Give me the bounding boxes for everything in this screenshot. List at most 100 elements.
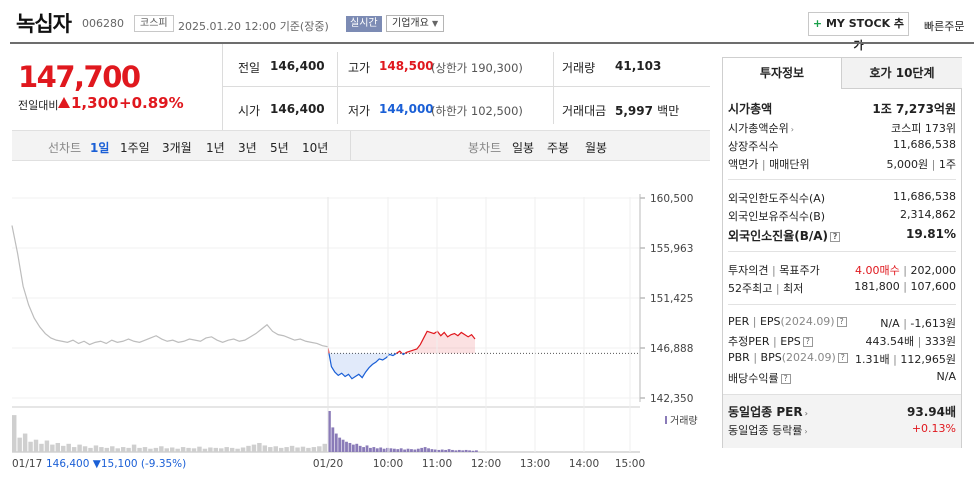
volume-bar xyxy=(300,446,306,452)
header-divider xyxy=(10,42,974,44)
help-icon[interactable]: ? xyxy=(836,317,847,327)
prev-day-line xyxy=(11,225,329,348)
period-10y[interactable]: 10년 xyxy=(302,141,329,155)
dividend-row: 배당수익률? N/A xyxy=(728,370,956,385)
volume-bar xyxy=(322,443,327,452)
volume-bar xyxy=(413,449,417,452)
volume-bar xyxy=(289,445,295,452)
foreign-ratio-row: 외국인소진율(B/A)? 19.81% xyxy=(728,227,956,243)
volume-bar xyxy=(440,449,444,452)
amount-label: 거래대금 xyxy=(562,104,607,118)
volume-bar xyxy=(447,449,451,452)
volume-bar xyxy=(399,448,403,452)
volume-bar xyxy=(468,450,471,452)
volume-bar xyxy=(433,449,437,452)
help-icon[interactable]: ? xyxy=(830,232,841,242)
tab-order-book[interactable]: 호가 10단계 xyxy=(842,58,962,89)
high-value: 148,500 xyxy=(379,59,434,73)
period-5y[interactable]: 5년 xyxy=(270,141,289,155)
volume-bar xyxy=(372,447,376,452)
volume-bar xyxy=(28,441,33,452)
volume-bar xyxy=(278,447,284,452)
volume-bar xyxy=(55,442,61,452)
industry-change-row[interactable]: 동일업종 등락률 › +0.13% xyxy=(728,422,956,437)
volume-bar xyxy=(416,448,420,452)
volume-bar xyxy=(444,449,448,452)
week52-row: 52주최고 | 최저 181,800 | 107,600 xyxy=(728,280,956,295)
volume-bar xyxy=(137,447,142,452)
x-tick-label: 14:00 xyxy=(569,458,599,470)
volume-bar xyxy=(12,415,17,452)
market-cap-rank-row[interactable]: 시가총액순위 › 코스피 173위 xyxy=(728,122,956,135)
volume-bar xyxy=(104,447,110,452)
prev-close-value: 146,400 xyxy=(270,59,325,73)
change-value: 1,300 xyxy=(71,94,119,112)
price-chart[interactable]: 160,500 155,963 151,425 146,888 142,350 거래량 01… xyxy=(0,162,712,472)
x-tick-label: 01/20 xyxy=(313,458,343,470)
volume-bar xyxy=(406,448,410,452)
today-up-line xyxy=(396,350,403,354)
candle-chart-label: 봉차트 xyxy=(468,141,502,155)
volume-bar xyxy=(427,448,430,452)
candle-monthly[interactable]: 월봉 xyxy=(585,141,608,155)
volume-bar xyxy=(295,447,300,452)
x-tick-label: 12:00 xyxy=(471,458,501,470)
opinion-row: 투자의견 | 목표주가 4.00매수 | 202,000 xyxy=(728,264,956,277)
period-1w[interactable]: 1주일 xyxy=(120,141,150,155)
divider xyxy=(728,251,956,252)
industry-per-row[interactable]: 동일업종 PER › 93.94배 xyxy=(728,405,956,419)
industry-box xyxy=(723,394,961,448)
volume-bar xyxy=(219,448,224,452)
help-icon[interactable]: ? xyxy=(802,337,813,347)
volume-bar xyxy=(61,445,66,452)
volume-bar xyxy=(159,446,164,452)
divider xyxy=(728,179,956,180)
volume-bar xyxy=(131,444,137,452)
volume-bar xyxy=(437,449,441,452)
volume-bar xyxy=(392,448,396,452)
company-overview-dropdown[interactable]: 기업개요 ▼ xyxy=(386,15,445,32)
volume-bar xyxy=(66,443,71,452)
help-icon[interactable]: ? xyxy=(837,353,848,363)
volume-bar xyxy=(71,447,77,452)
volume-bar xyxy=(355,443,359,452)
upper-limit: (상한가 190,300) xyxy=(431,61,523,75)
x-tick-label: 11:00 xyxy=(422,458,452,470)
period-1d[interactable]: 1일 xyxy=(90,141,110,155)
quick-order-link[interactable]: 빠른주문 xyxy=(924,20,965,33)
volume-bar xyxy=(420,447,424,452)
help-icon[interactable]: ? xyxy=(780,374,791,384)
volume-bar xyxy=(306,447,311,452)
tab-investment-info[interactable]: 투자정보 xyxy=(723,58,842,89)
today-up-line xyxy=(404,330,476,354)
pbr-bps-row: PBR | BPS(2024.09)? 1.31배 | 112,965원 xyxy=(728,351,956,366)
divider xyxy=(222,44,223,130)
volume-bar xyxy=(358,445,362,452)
volume-bar xyxy=(208,447,213,452)
volume-bar xyxy=(88,447,93,452)
volume-bar xyxy=(93,445,99,452)
add-my-stock-button[interactable]: + MY STOCK 추가 xyxy=(808,12,909,52)
x-tick-label: 15:00 xyxy=(615,458,645,470)
volume-bar xyxy=(423,447,427,452)
volume-bar xyxy=(126,447,131,452)
volume-bar xyxy=(148,448,153,452)
open-label: 시가 xyxy=(238,104,261,118)
volume-bar xyxy=(284,447,289,452)
divider xyxy=(350,131,351,160)
y-tick-label: 151,425 xyxy=(650,293,693,305)
period-3m[interactable]: 3개월 xyxy=(162,141,192,155)
period-1y[interactable]: 1년 xyxy=(206,141,225,155)
candle-daily[interactable]: 일봉 xyxy=(512,141,535,155)
candle-weekly[interactable]: 주봉 xyxy=(547,141,570,155)
volume-bar xyxy=(311,447,317,452)
period-3y[interactable]: 3년 xyxy=(238,141,257,155)
volume-bar xyxy=(164,448,169,452)
volume-bar xyxy=(153,447,159,452)
volume-bar xyxy=(262,445,268,452)
volume-legend-swatch xyxy=(665,416,667,424)
volume-bar xyxy=(461,450,465,452)
divider xyxy=(728,304,956,305)
volume-bar xyxy=(191,448,197,452)
today-down-line xyxy=(401,352,406,356)
